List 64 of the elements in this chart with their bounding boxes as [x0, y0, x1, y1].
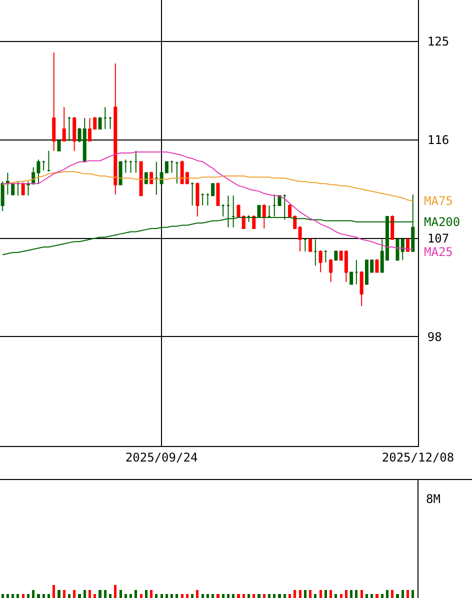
y-tick-label: 125 — [427, 34, 450, 49]
candlestick — [350, 272, 354, 285]
candlestick — [118, 161, 122, 186]
series-label: MA75 — [424, 194, 453, 208]
candlestick — [144, 172, 148, 184]
candlestick — [329, 258, 333, 283]
candlestick — [150, 171, 154, 184]
candlestick — [21, 182, 25, 196]
candlestick — [42, 160, 46, 172]
candlestick — [375, 258, 379, 273]
candlestick — [46, 150, 50, 172]
candlestick — [154, 161, 158, 196]
candlestick — [360, 270, 364, 307]
candlestick — [221, 204, 225, 217]
candlestick — [308, 238, 312, 252]
candlestick — [303, 238, 307, 252]
candlestick — [103, 106, 107, 130]
candlestick — [396, 238, 400, 261]
line-series — [2, 171, 414, 202]
candlestick — [57, 139, 61, 152]
y-tick-label: 98 — [427, 330, 442, 344]
candlestick — [26, 180, 30, 196]
candlestick — [354, 260, 358, 285]
candlestick — [98, 116, 102, 130]
y-tick-label: 116 — [427, 133, 450, 148]
candlestick — [298, 226, 302, 252]
line-series — [2, 151, 414, 250]
candlestick — [200, 192, 204, 206]
candlestick — [196, 182, 200, 217]
candlestick — [11, 183, 15, 196]
x-tick-label: 2025/09/24 — [125, 450, 198, 464]
candlestick — [0, 180, 4, 212]
candlestick — [134, 150, 138, 174]
candlestick — [262, 204, 266, 229]
series-label: MA25 — [424, 245, 453, 259]
series-label: MA200 — [424, 215, 460, 229]
candlestick — [278, 195, 282, 206]
candlestick — [108, 116, 112, 130]
candlestick — [124, 159, 128, 174]
candlestick — [129, 160, 133, 174]
candlestick — [390, 214, 394, 240]
candlestick — [62, 106, 66, 142]
candlestick — [6, 172, 10, 196]
candlestick — [72, 116, 76, 152]
candlestick — [216, 182, 220, 206]
candlestick — [114, 62, 118, 196]
candlestick — [175, 161, 179, 184]
candlestick — [400, 238, 404, 261]
text: 8M — [426, 492, 440, 506]
candlestick — [211, 183, 215, 196]
candlestick — [406, 238, 410, 252]
candlestick — [314, 238, 318, 266]
candlestick — [334, 250, 338, 261]
candlestick — [206, 192, 210, 206]
y-tick-label: 107 — [427, 232, 450, 246]
candlestick — [170, 160, 174, 174]
candlestick — [324, 250, 328, 263]
candlestick — [139, 161, 143, 196]
candlestick — [318, 250, 322, 273]
candlestick — [67, 116, 71, 142]
candlestick — [190, 182, 194, 206]
candlestick — [252, 214, 256, 229]
candlestick — [52, 52, 56, 152]
x-tick-label: 2025/12/08 — [382, 450, 454, 464]
